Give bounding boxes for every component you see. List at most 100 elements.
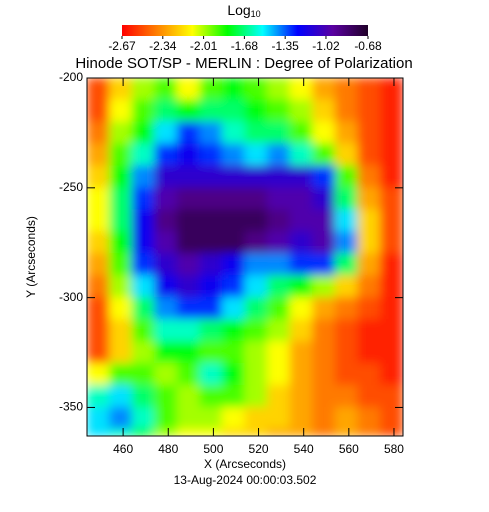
heatmap-cell xyxy=(267,187,291,211)
heatmap-cell xyxy=(379,297,403,321)
heatmap-cell xyxy=(379,428,403,436)
heatmap-cell xyxy=(131,297,156,321)
colorbar-tick-label: -2.34 xyxy=(149,39,177,53)
heatmap-cell xyxy=(334,384,359,408)
heatmap-cell xyxy=(289,143,314,167)
heatmap-cell xyxy=(379,363,403,386)
heatmap-cell xyxy=(199,341,223,365)
heatmap-cell xyxy=(244,143,269,167)
heatmap-cell xyxy=(199,209,223,233)
heatmap-cell xyxy=(312,78,336,101)
heatmap-cell xyxy=(289,78,314,101)
heatmap-cell xyxy=(357,253,381,277)
heatmap-cell xyxy=(199,297,223,321)
heatmap-cell xyxy=(334,78,359,101)
heatmap-cell xyxy=(312,121,336,145)
heatmap-cell xyxy=(154,428,178,436)
heatmap-cell xyxy=(289,319,314,343)
heatmap-cell xyxy=(379,231,403,255)
heatmap-cell xyxy=(154,275,178,299)
heatmap-cell xyxy=(244,231,269,255)
heatmap-cell xyxy=(154,209,178,233)
heatmap-cell xyxy=(357,121,381,145)
heatmap-cell xyxy=(267,165,291,189)
heatmap-cell xyxy=(221,363,246,386)
heatmap-cell xyxy=(379,99,403,123)
heatmap-cell xyxy=(312,297,336,321)
heatmap-cell xyxy=(221,231,246,255)
y-tick-label: -250 xyxy=(59,180,83,194)
heatmap-cell xyxy=(109,275,133,299)
heatmap-cell xyxy=(357,143,381,167)
colorbar-title-sub: 10 xyxy=(251,9,261,19)
heatmap-cell xyxy=(267,231,291,255)
heatmap-cell xyxy=(357,187,381,211)
colorbar-tick-label: -0.68 xyxy=(354,39,382,53)
heatmap-cell xyxy=(199,319,223,343)
heatmap-cell xyxy=(87,253,111,277)
heatmap-cell xyxy=(244,275,269,299)
heatmap-cell xyxy=(199,363,223,386)
heatmap-cell xyxy=(131,165,156,189)
heatmap-cell xyxy=(379,165,403,189)
heatmap-cell xyxy=(244,121,269,145)
heatmap-cell xyxy=(267,363,291,386)
heatmap-cell xyxy=(176,99,201,123)
heatmap-cell xyxy=(267,209,291,233)
heatmap-cell xyxy=(244,253,269,277)
heatmap-cell xyxy=(379,384,403,408)
heatmap-cell xyxy=(221,341,246,365)
heatmap-cell xyxy=(244,428,269,436)
heatmap-cell xyxy=(109,428,133,436)
x-tick-label: 460 xyxy=(113,442,133,456)
heatmap-cell xyxy=(289,341,314,365)
heatmap-cell xyxy=(131,341,156,365)
heatmap-cell xyxy=(87,319,111,343)
heatmap-cell xyxy=(199,121,223,145)
heatmap-cell xyxy=(87,209,111,233)
heatmap-cell xyxy=(221,165,246,189)
heatmap-cell xyxy=(176,187,201,211)
heatmap-cell xyxy=(131,406,156,430)
heatmap-cell xyxy=(357,165,381,189)
heatmap-cell xyxy=(357,275,381,299)
heatmap-cell xyxy=(87,428,111,436)
heatmap-cell xyxy=(176,231,201,255)
x-tick-label: 560 xyxy=(339,442,359,456)
heatmap-cell xyxy=(221,406,246,430)
heatmap-cell xyxy=(267,428,291,436)
plot-frame xyxy=(86,77,404,437)
heatmap-cell xyxy=(131,428,156,436)
heatmap-cell xyxy=(199,143,223,167)
heatmap-cell xyxy=(154,99,178,123)
heatmap-cell xyxy=(334,187,359,211)
heatmap-cell xyxy=(176,143,201,167)
heatmap-cell xyxy=(109,187,133,211)
heatmap-cell xyxy=(312,319,336,343)
heatmap-cell xyxy=(312,428,336,436)
heatmap-image xyxy=(87,78,403,436)
heatmap-cell xyxy=(357,319,381,343)
heatmap-cell xyxy=(154,187,178,211)
heatmap-cell xyxy=(221,384,246,408)
heatmap-cell xyxy=(109,341,133,365)
heatmap-cell xyxy=(244,78,269,101)
heatmap-cell xyxy=(334,99,359,123)
heatmap-cell xyxy=(289,121,314,145)
heatmap-cell xyxy=(154,253,178,277)
heatmap-cell xyxy=(334,275,359,299)
heatmap-cell xyxy=(221,209,246,233)
heatmap-cell xyxy=(379,78,403,101)
heatmap-cell xyxy=(199,428,223,436)
heatmap-cell xyxy=(87,341,111,365)
colorbar-tick-label: -2.67 xyxy=(108,39,136,53)
heatmap-cell xyxy=(312,209,336,233)
heatmap-cell xyxy=(267,121,291,145)
heatmap-cell xyxy=(312,384,336,408)
heatmap-cell xyxy=(87,165,111,189)
heatmap-cell xyxy=(176,363,201,386)
heatmap-cell xyxy=(334,121,359,145)
heatmap-cell xyxy=(154,406,178,430)
heatmap-cell xyxy=(267,341,291,365)
heatmap-cell xyxy=(109,209,133,233)
